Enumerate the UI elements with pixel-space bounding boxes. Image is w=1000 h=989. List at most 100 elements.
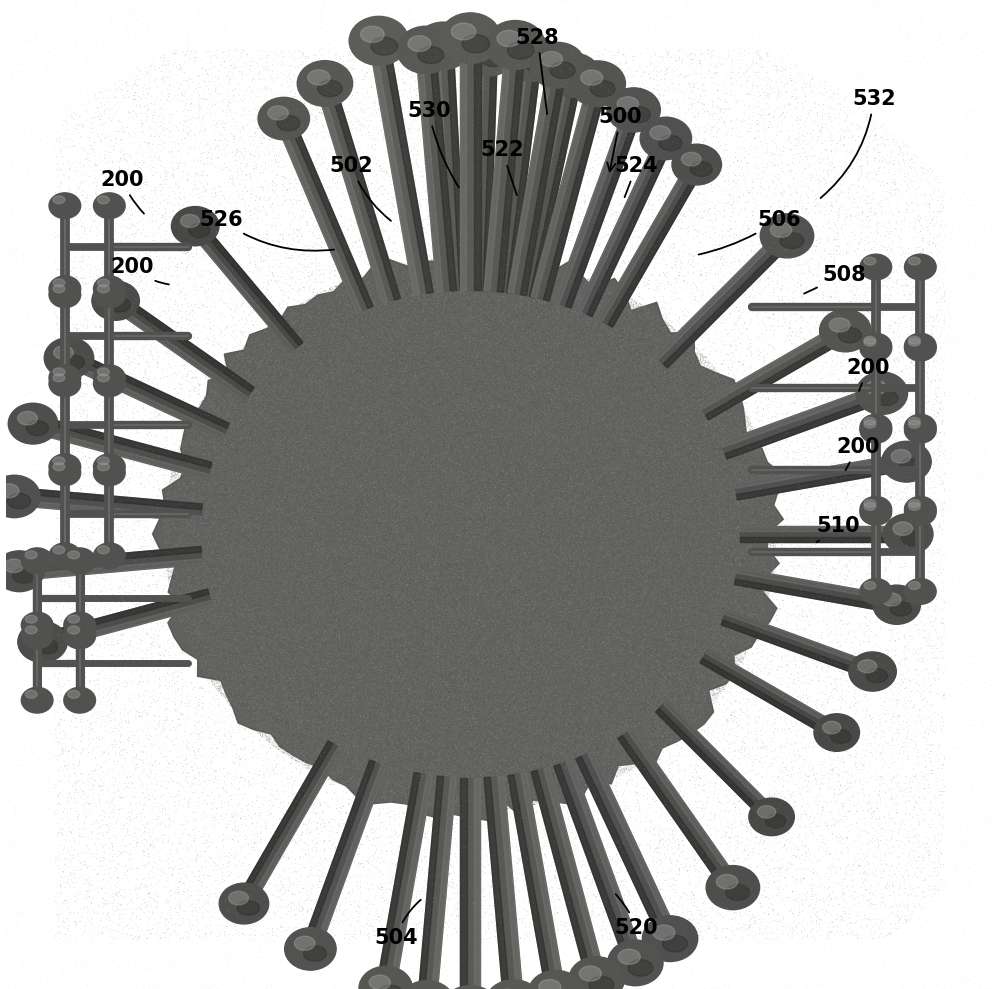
Point: [595, 447, 611, 463]
Point: [705, 17, 721, 33]
Point: [420, 824, 436, 840]
Point: [324, 602, 340, 618]
Point: [336, 686, 352, 702]
Point: [314, 578, 330, 593]
Point: [401, 467, 417, 483]
Point: [316, 340, 332, 356]
Point: [522, 518, 538, 534]
Point: [281, 431, 297, 447]
Point: [431, 472, 447, 488]
Point: [455, 728, 471, 744]
Point: [915, 622, 931, 638]
Point: [418, 668, 434, 683]
Point: [443, 472, 459, 488]
Point: [4, 292, 20, 308]
Point: [499, 272, 515, 288]
Point: [583, 664, 599, 679]
Point: [422, 625, 438, 641]
Point: [453, 737, 469, 753]
Point: [558, 346, 574, 362]
Point: [934, 88, 950, 104]
Point: [369, 610, 385, 626]
Point: [436, 667, 452, 682]
Point: [283, 520, 299, 536]
Point: [334, 362, 350, 378]
Point: [508, 758, 524, 773]
Point: [392, 488, 408, 503]
Point: [230, 369, 246, 385]
Point: [468, 497, 484, 513]
Point: [322, 764, 338, 780]
Point: [537, 737, 553, 753]
Point: [607, 640, 623, 656]
Point: [364, 964, 380, 980]
Point: [288, 441, 304, 457]
Point: [229, 806, 245, 822]
Point: [270, 480, 286, 495]
Point: [145, 676, 161, 692]
Point: [360, 516, 376, 532]
Point: [602, 355, 618, 371]
Point: [569, 525, 585, 541]
Point: [532, 401, 548, 416]
Point: [546, 527, 562, 543]
Point: [818, 522, 834, 538]
Point: [474, 490, 490, 505]
Point: [839, 703, 855, 719]
Point: [467, 667, 483, 682]
Point: [620, 850, 636, 865]
Point: [263, 417, 279, 433]
Point: [640, 637, 656, 653]
Point: [245, 383, 261, 399]
Point: [926, 883, 942, 899]
Point: [285, 594, 301, 610]
Point: [562, 207, 578, 223]
Point: [646, 740, 662, 756]
Point: [579, 256, 595, 272]
Point: [337, 736, 353, 752]
Point: [541, 782, 557, 798]
Point: [503, 646, 519, 662]
Point: [370, 655, 386, 671]
Point: [71, 485, 87, 500]
Point: [961, 467, 977, 483]
Point: [204, 531, 220, 547]
Point: [427, 10, 443, 26]
Point: [413, 521, 429, 537]
Point: [623, 555, 639, 571]
Point: [613, 346, 629, 362]
Point: [418, 793, 434, 809]
Point: [699, 844, 715, 859]
Point: [348, 859, 364, 875]
Point: [266, 727, 282, 743]
Point: [359, 703, 375, 719]
Point: [617, 746, 633, 762]
Point: [389, 366, 405, 382]
Point: [516, 282, 532, 298]
Point: [378, 584, 394, 600]
Point: [259, 327, 275, 343]
Point: [439, 290, 455, 306]
Point: [930, 248, 946, 264]
Point: [539, 735, 555, 751]
Point: [223, 698, 239, 714]
Point: [274, 484, 290, 499]
Point: [763, 778, 779, 794]
Point: [346, 436, 362, 452]
Point: [614, 38, 630, 53]
Point: [9, 131, 25, 146]
Point: [433, 548, 449, 564]
Point: [660, 724, 676, 740]
Point: [522, 294, 538, 310]
Point: [339, 721, 355, 737]
Point: [328, 542, 344, 558]
Point: [459, 755, 475, 770]
Point: [717, 499, 733, 515]
Point: [332, 387, 348, 403]
Point: [427, 869, 443, 885]
Point: [702, 509, 718, 525]
Point: [517, 764, 533, 779]
Point: [441, 730, 457, 746]
Point: [278, 321, 294, 337]
Point: [663, 165, 679, 181]
